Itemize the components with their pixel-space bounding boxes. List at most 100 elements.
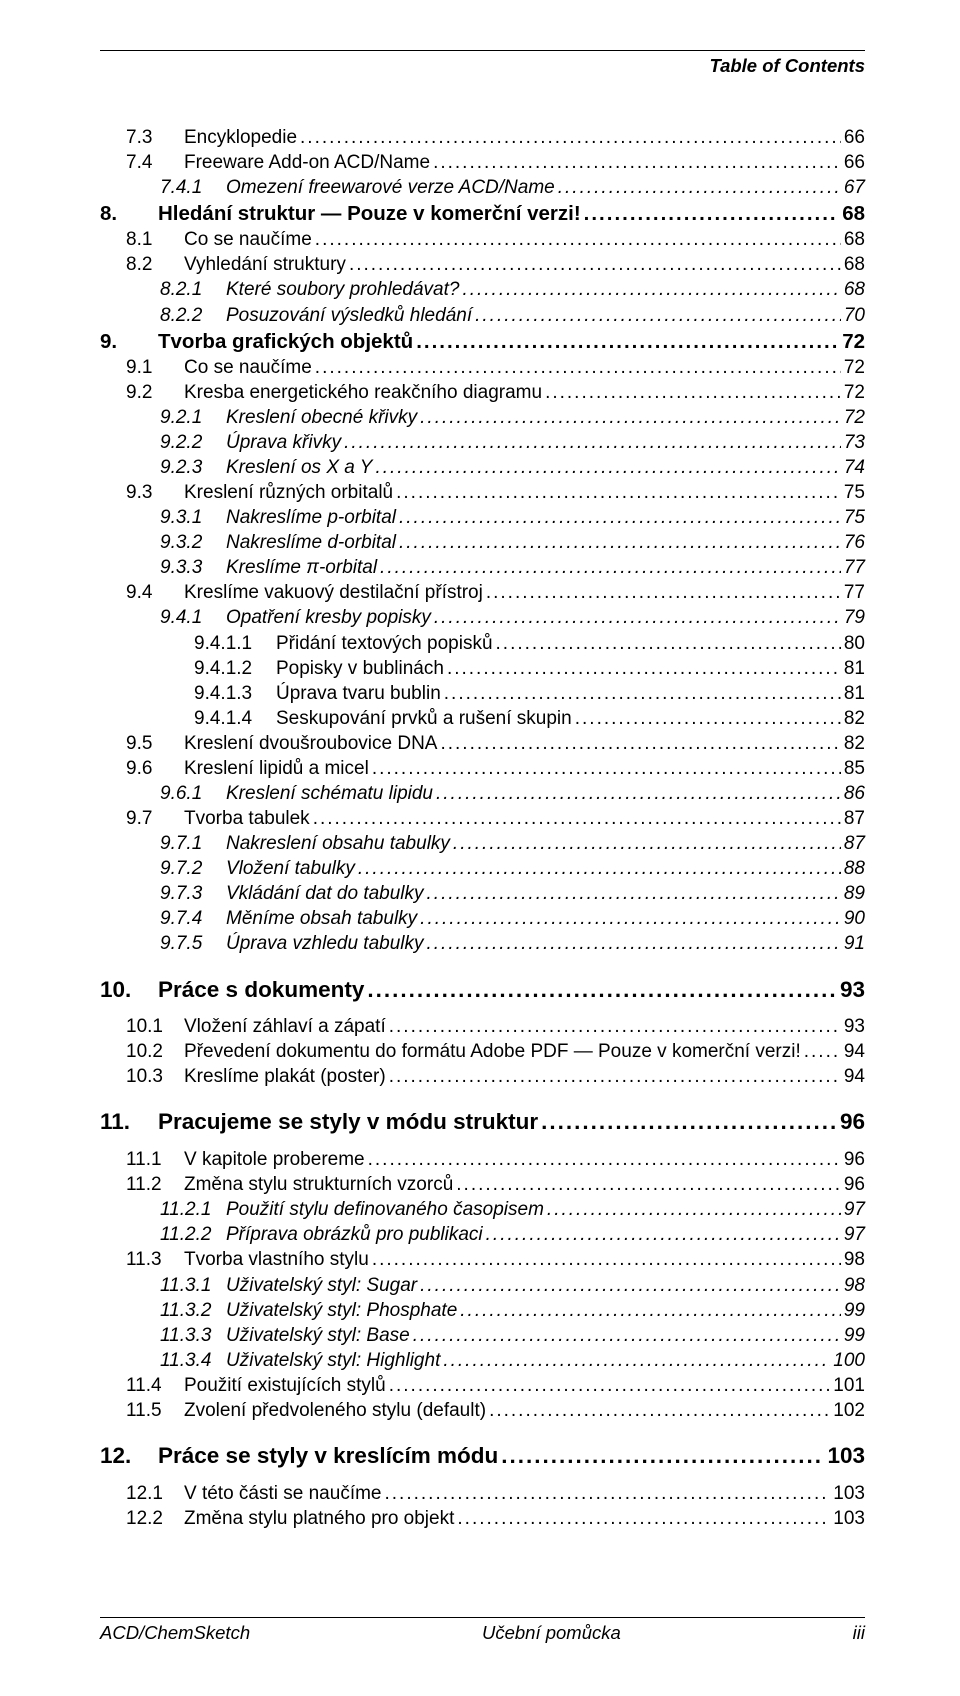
toc-entry: 9.7.5Úprava vzhledu tabulky91 bbox=[100, 931, 865, 956]
toc-page-number: 72 bbox=[842, 328, 865, 355]
toc-entry: 9.6Kreslení lipidů a micel85 bbox=[100, 756, 865, 781]
toc-title: Uživatelský styl: Phosphate bbox=[226, 1298, 457, 1323]
toc-entry: 11.2.2Příprava obrázků pro publikaci97 bbox=[100, 1222, 865, 1247]
toc-title: Kreslíme π-orbital bbox=[226, 555, 377, 580]
toc-number: 11.3.1 bbox=[160, 1273, 226, 1298]
toc-leader-dots bbox=[436, 781, 841, 806]
toc-entry: 7.3Encyklopedie66 bbox=[100, 125, 865, 150]
toc-title: Úprava vzhledu tabulky bbox=[226, 931, 424, 956]
toc-entry: 9.4Kreslíme vakuový destilační přístroj7… bbox=[100, 580, 865, 605]
toc-page-number: 101 bbox=[833, 1373, 865, 1398]
toc-entry: 10.Práce s dokumenty 93 bbox=[100, 975, 865, 1005]
toc-number: 9.2.3 bbox=[160, 455, 226, 480]
toc-number: 9.2.1 bbox=[160, 405, 226, 430]
toc-entry: 8.Hledání struktur — Pouze v komerční ve… bbox=[100, 200, 865, 227]
toc-leader-dots bbox=[344, 430, 841, 455]
toc-leader-dots bbox=[385, 1481, 831, 1506]
toc-leader-dots bbox=[389, 1014, 841, 1039]
toc-leader-dots bbox=[315, 227, 841, 252]
toc-leader-dots bbox=[496, 631, 841, 656]
toc-title: Vyhledání struktury bbox=[184, 252, 346, 277]
toc-leader-dots bbox=[413, 1323, 841, 1348]
toc-number: 9.4.1.1 bbox=[194, 631, 276, 656]
toc-page-number: 96 bbox=[844, 1172, 865, 1197]
toc-entry: 9.2.2Úprava křivky73 bbox=[100, 430, 865, 455]
toc-number: 11.1 bbox=[126, 1147, 184, 1172]
toc-entry: 9.4.1.2Popisky v bublinách81 bbox=[100, 656, 865, 681]
header-title: Table of Contents bbox=[100, 55, 865, 77]
toc-leader-dots bbox=[427, 931, 841, 956]
toc-page-number: 100 bbox=[833, 1348, 865, 1373]
toc-leader-dots bbox=[584, 200, 840, 227]
toc-leader-dots bbox=[367, 975, 837, 1005]
toc-number: 12.1 bbox=[126, 1481, 184, 1506]
toc-number: 8.2.1 bbox=[160, 277, 226, 302]
toc-entry: 9.3.3Kreslíme π-orbital77 bbox=[100, 555, 865, 580]
toc-title: Nakreslíme p-orbital bbox=[226, 505, 396, 530]
toc-number: 9.6.1 bbox=[160, 781, 226, 806]
toc-number: 9.4.1.2 bbox=[194, 656, 276, 681]
toc-title: Úprava křivky bbox=[226, 430, 341, 455]
toc-page-number: 87 bbox=[844, 831, 865, 856]
toc-entry: 11.3Tvorba vlastního stylu98 bbox=[100, 1247, 865, 1272]
toc-page-number: 96 bbox=[844, 1147, 865, 1172]
toc-title: Vkládání dat do tabulky bbox=[226, 881, 424, 906]
toc-leader-dots bbox=[375, 455, 840, 480]
toc-entry: 9.Tvorba grafických objektů 72 bbox=[100, 328, 865, 355]
toc-page-number: 68 bbox=[842, 200, 865, 227]
toc-leader-dots bbox=[440, 731, 840, 756]
toc-page-number: 102 bbox=[833, 1398, 865, 1423]
toc-page-number: 91 bbox=[844, 931, 865, 956]
toc-title: Příprava obrázků pro publikaci bbox=[226, 1222, 483, 1247]
toc-entry: 9.3.1Nakreslíme p-orbital75 bbox=[100, 505, 865, 530]
footer-rule bbox=[100, 1617, 865, 1618]
toc-leader-dots bbox=[389, 1373, 831, 1398]
toc-page-number: 72 bbox=[844, 355, 865, 380]
toc-entry: 12.1V této části se naučíme103 bbox=[100, 1481, 865, 1506]
toc-number: 9.3.2 bbox=[160, 530, 226, 555]
toc-entry: 9.3.2Nakreslíme d-orbital76 bbox=[100, 530, 865, 555]
toc-page-number: 94 bbox=[844, 1064, 865, 1089]
toc-number: 10.1 bbox=[126, 1014, 184, 1039]
toc-page-number: 82 bbox=[844, 706, 865, 731]
toc-title: Práce se styly v kreslícím módu bbox=[158, 1441, 498, 1471]
toc-entry: 11.1V kapitole probereme96 bbox=[100, 1147, 865, 1172]
toc-leader-dots bbox=[501, 1441, 824, 1471]
toc-leader-dots bbox=[444, 681, 841, 706]
toc-leader-dots bbox=[541, 1107, 837, 1137]
toc-leader-dots bbox=[300, 125, 841, 150]
toc-title: Kreslení schématu lipidu bbox=[226, 781, 433, 806]
toc-page-number: 97 bbox=[844, 1197, 865, 1222]
toc-number: 7.4.1 bbox=[160, 175, 226, 200]
toc-leader-dots bbox=[486, 580, 841, 605]
toc-leader-dots bbox=[313, 806, 841, 831]
toc-page-number: 75 bbox=[844, 480, 865, 505]
toc-number: 7.4 bbox=[126, 150, 184, 175]
toc-page-number: 76 bbox=[844, 530, 865, 555]
toc-page-number: 82 bbox=[844, 731, 865, 756]
toc-title: Seskupování prvků a rušení skupin bbox=[276, 706, 572, 731]
toc-page-number: 68 bbox=[844, 227, 865, 252]
toc-entry: 8.1Co se naučíme68 bbox=[100, 227, 865, 252]
toc-page-number: 99 bbox=[844, 1298, 865, 1323]
toc-entry: 9.7.1Nakreslení obsahu tabulky87 bbox=[100, 831, 865, 856]
toc-entry: 11.2Změna stylu strukturních vzorců96 bbox=[100, 1172, 865, 1197]
toc-leader-dots bbox=[349, 252, 841, 277]
toc-number: 9.5 bbox=[126, 731, 184, 756]
toc-title: Posuzování výsledků hledání bbox=[226, 303, 472, 328]
toc-leader-dots bbox=[443, 1348, 830, 1373]
toc-number: 9.7.2 bbox=[160, 856, 226, 881]
toc-title: Které soubory prohledávat? bbox=[226, 277, 459, 302]
toc-page-number: 103 bbox=[833, 1506, 865, 1531]
toc-number: 9.4.1 bbox=[160, 605, 226, 630]
toc-entry: 9.7.3Vkládání dat do tabulky89 bbox=[100, 881, 865, 906]
toc-entry: 11.3.1Uživatelský styl: Sugar98 bbox=[100, 1273, 865, 1298]
toc-number: 11.5 bbox=[126, 1398, 184, 1423]
toc-entry: 10.2Převedení dokumentu do formátu Adobe… bbox=[100, 1039, 865, 1064]
toc-number: 9.4 bbox=[126, 580, 184, 605]
toc-title: Kreslení lipidů a micel bbox=[184, 756, 369, 781]
toc-entry: 11.3.3Uživatelský styl: Base99 bbox=[100, 1323, 865, 1348]
toc-leader-dots bbox=[486, 1222, 841, 1247]
toc-title: Popisky v bublinách bbox=[276, 656, 444, 681]
toc-page-number: 103 bbox=[833, 1481, 865, 1506]
